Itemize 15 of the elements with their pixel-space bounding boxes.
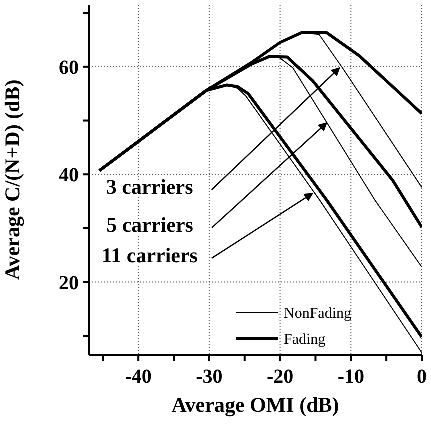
- y-axis-title: Average C/(N+D) (dB): [0, 80, 24, 280]
- annotation: 11 carriers: [102, 243, 198, 268]
- y-tick-label: 40: [59, 164, 79, 187]
- x-tick-label: -10: [338, 366, 364, 388]
- annotation: 3 carriers: [106, 175, 194, 199]
- x-tick-label: 0: [417, 366, 427, 388]
- legend-label: NonFading: [284, 306, 352, 322]
- x-axis-title: Average OMI (dB): [172, 393, 340, 417]
- y-tick-label: 60: [59, 57, 79, 80]
- x-tick-label: -30: [196, 366, 223, 388]
- annotation: 5 carriers: [106, 212, 194, 237]
- x-tick-label: -40: [125, 366, 152, 388]
- y-tick-label: 20: [59, 272, 79, 294]
- x-tick-label: -20: [266, 366, 294, 388]
- legend-label: Fading: [284, 332, 326, 348]
